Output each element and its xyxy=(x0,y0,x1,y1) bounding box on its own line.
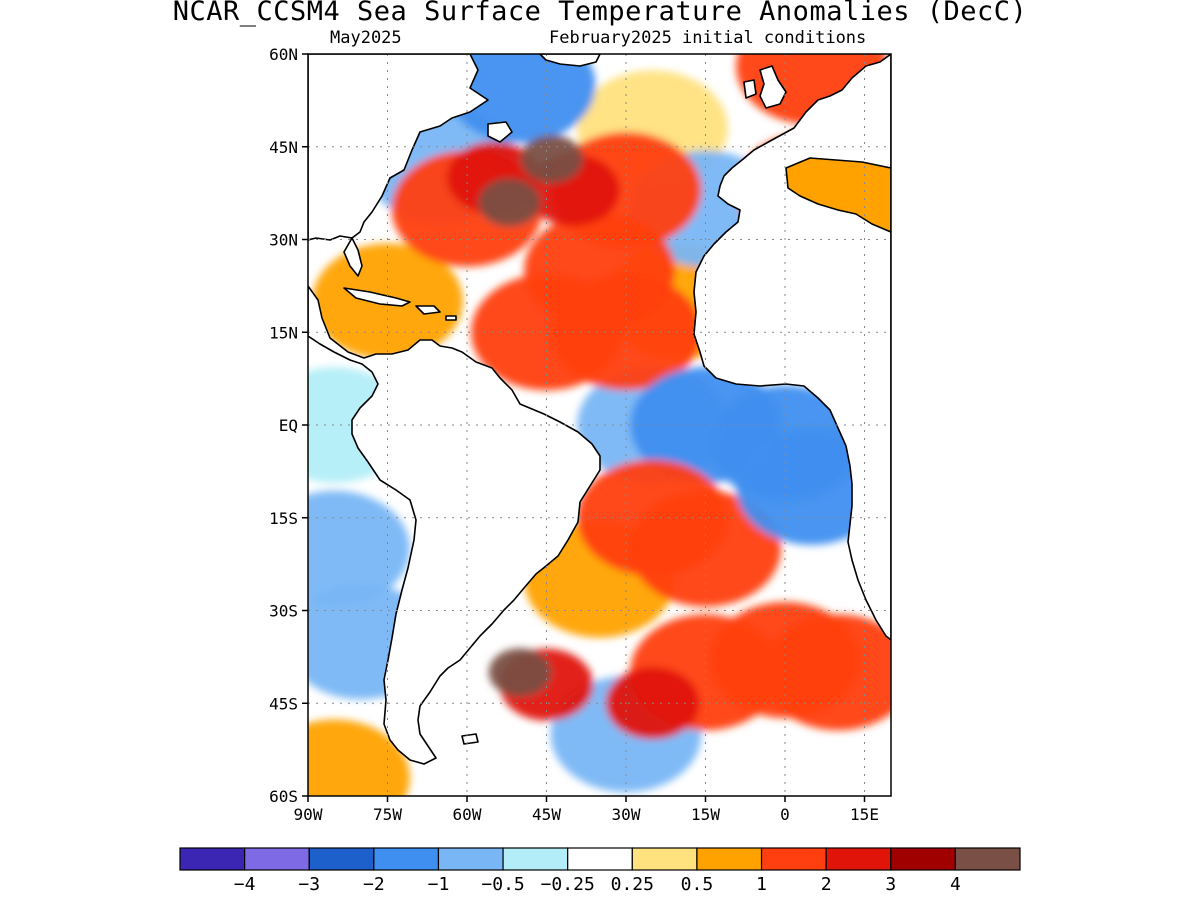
graticule xyxy=(308,54,891,796)
colorbar-label: 3 xyxy=(885,874,896,895)
ireland-island xyxy=(743,79,757,99)
colorbar-swatch xyxy=(954,847,1021,871)
colorbar-swatch xyxy=(825,847,892,871)
colorbar-label: 2 xyxy=(821,874,832,895)
latitude-tick-label: 15S xyxy=(269,509,298,528)
colorbar-swatch xyxy=(760,847,827,871)
longitude-tick-label: 30W xyxy=(612,805,641,824)
latitude-tick-label: 30S xyxy=(269,602,298,621)
newfoundland-island xyxy=(487,121,513,143)
florida-coast xyxy=(343,237,363,277)
colorbar-swatch xyxy=(437,847,504,871)
anomaly-patch xyxy=(308,490,410,607)
latitude-tick-label: 60N xyxy=(269,45,298,64)
longitude-tick-label: 15W xyxy=(691,805,720,824)
colorbar: −4 −3 −2 −1 −0.5 −0.25 0.25 0.5 1 2 3 4 xyxy=(179,847,1021,895)
latitude-tick-label: 60S xyxy=(269,787,298,806)
map-title: NCAR_CCSM4 Sea Surface Temperature Anoma… xyxy=(172,0,1028,27)
colorbar-label: 4 xyxy=(950,874,961,895)
colorbar-swatch xyxy=(179,847,246,871)
longitude-tick-label: 15E xyxy=(850,805,879,824)
latitude-tick-label: 45S xyxy=(269,694,298,713)
anomaly-patch xyxy=(478,178,541,227)
colorbar-swatch xyxy=(244,847,310,871)
anomaly-patch xyxy=(630,367,781,483)
anomaly-patch xyxy=(488,648,552,697)
falkland-islands xyxy=(461,733,479,745)
colorbar-label: −2 xyxy=(363,874,385,895)
latitude-tick-label: 30N xyxy=(269,231,298,250)
longitude-tick-label: 90W xyxy=(294,805,323,824)
initial-conditions-label: February2025 initial conditions xyxy=(549,28,867,48)
longitude-tick-label: 75W xyxy=(373,805,402,824)
land-masses xyxy=(308,54,891,765)
colorbar-label: 0.25 xyxy=(611,874,654,895)
mexico-coast xyxy=(308,285,601,765)
latitude-tick-label: 45N xyxy=(269,138,298,157)
anomaly-patch xyxy=(308,719,410,796)
anomaly-patch xyxy=(471,274,622,391)
latitude-tick-label: 15N xyxy=(269,323,298,342)
colorbar-label: 0.5 xyxy=(681,874,714,895)
colorbar-label: −4 xyxy=(234,874,256,895)
colorbar-swatch xyxy=(890,847,956,871)
puerto-rico-island xyxy=(445,315,457,321)
colorbar-swatch xyxy=(308,847,375,871)
longitude-tick-label: 45W xyxy=(532,805,561,824)
great-britain-island xyxy=(759,65,787,109)
forecast-month: May2025 xyxy=(330,28,402,48)
mediterranean-sea xyxy=(785,157,891,233)
hispaniola-island xyxy=(415,305,441,315)
colorbar-label: −3 xyxy=(298,874,320,895)
colorbar-label: 1 xyxy=(756,874,767,895)
colorbar-swatch xyxy=(502,847,569,871)
colorbar-label: −1 xyxy=(428,874,450,895)
colorbar-swatch xyxy=(696,847,763,871)
longitude-tick-label: 60W xyxy=(453,805,482,824)
latitude-tick-label: EQ xyxy=(279,416,298,435)
longitude-tick-label: 0 xyxy=(780,805,790,824)
anomaly-patch xyxy=(762,614,891,731)
greenland-coast xyxy=(539,54,601,67)
anomaly-patch xyxy=(520,135,583,184)
colorbar-swatch xyxy=(631,847,698,871)
colorbar-swatch xyxy=(567,847,633,871)
anomaly-patch xyxy=(444,54,596,143)
colorbar-label: −0.5 xyxy=(481,874,524,895)
colorbar-swatch xyxy=(373,847,440,871)
cuba-island xyxy=(343,287,411,307)
colorbar-label: −0.25 xyxy=(541,874,595,895)
